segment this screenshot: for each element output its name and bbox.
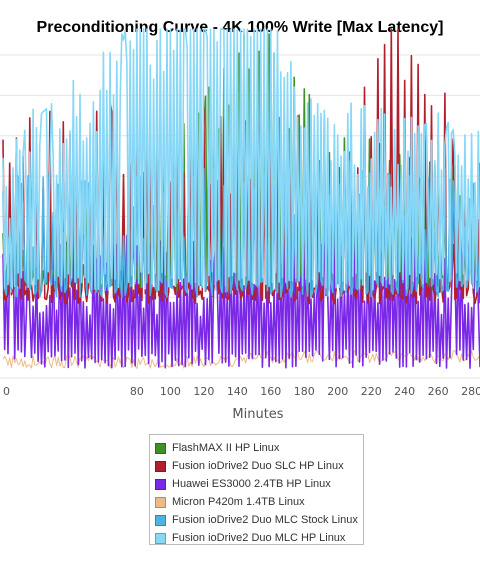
legend-label: Fusion ioDrive2 Duo SLC HP Linux <box>172 460 344 472</box>
legend-item[interactable]: Fusion ioDrive2 Duo SLC HP Linux <box>150 457 363 475</box>
legend-label: Micron P420m 1.4TB Linux <box>172 496 305 508</box>
legend-swatch <box>155 532 166 544</box>
legend-swatch <box>155 460 166 472</box>
x-axis-title: Minutes <box>232 407 283 422</box>
legend-item[interactable]: Micron P420m 1.4TB Linux <box>150 493 363 511</box>
series-line-huawei-es3000-2-4tb-hp-linux <box>2 228 480 369</box>
x-tick-label: 200 <box>327 385 348 398</box>
x-tick-label: 120 <box>193 385 214 398</box>
legend-item[interactable]: Fusion ioDrive2 Duo MLC Stock Linux <box>150 511 363 529</box>
legend: FlashMAX II HP Linux Fusion ioDrive2 Duo … <box>149 434 364 545</box>
x-tick-label: 240 <box>394 385 415 398</box>
x-tick-label: 100 <box>160 385 181 398</box>
x-tick-labels: 0 80 100 120 140 160 180 200 220 240 260 280 <box>3 385 480 398</box>
x-tick-label: 280 <box>461 385 480 398</box>
legend-swatch <box>155 478 166 490</box>
x-tick-label: 260 <box>428 385 449 398</box>
legend-item[interactable]: Fusion ioDrive2 Duo MLC HP Linux <box>150 529 363 547</box>
legend-label: FlashMAX II HP Linux <box>172 442 280 454</box>
legend-swatch <box>155 442 166 454</box>
chart-title: Preconditioning Curve - 4K 100% Write [M… <box>36 19 444 36</box>
legend-swatch <box>155 514 166 526</box>
x-tick-label: 0 <box>3 385 10 398</box>
legend-swatch <box>155 496 166 508</box>
legend-label: Fusion ioDrive2 Duo MLC HP Linux <box>172 532 346 544</box>
x-tick-label: 180 <box>294 385 315 398</box>
x-tick-label: 160 <box>260 385 281 398</box>
x-tick-label: 140 <box>227 385 248 398</box>
legend-label: Huawei ES3000 2.4TB HP Linux <box>172 478 331 490</box>
legend-item[interactable]: FlashMAX II HP Linux <box>150 439 363 457</box>
legend-item[interactable]: Huawei ES3000 2.4TB HP Linux <box>150 475 363 493</box>
x-tick-label: 220 <box>361 385 382 398</box>
legend-label: Fusion ioDrive2 Duo MLC Stock Linux <box>172 514 358 526</box>
series-line-fusion-iodrive2-duo-mlc-hp-linux <box>2 28 480 292</box>
series-lines <box>2 28 480 369</box>
x-tick-label: 80 <box>130 385 144 398</box>
